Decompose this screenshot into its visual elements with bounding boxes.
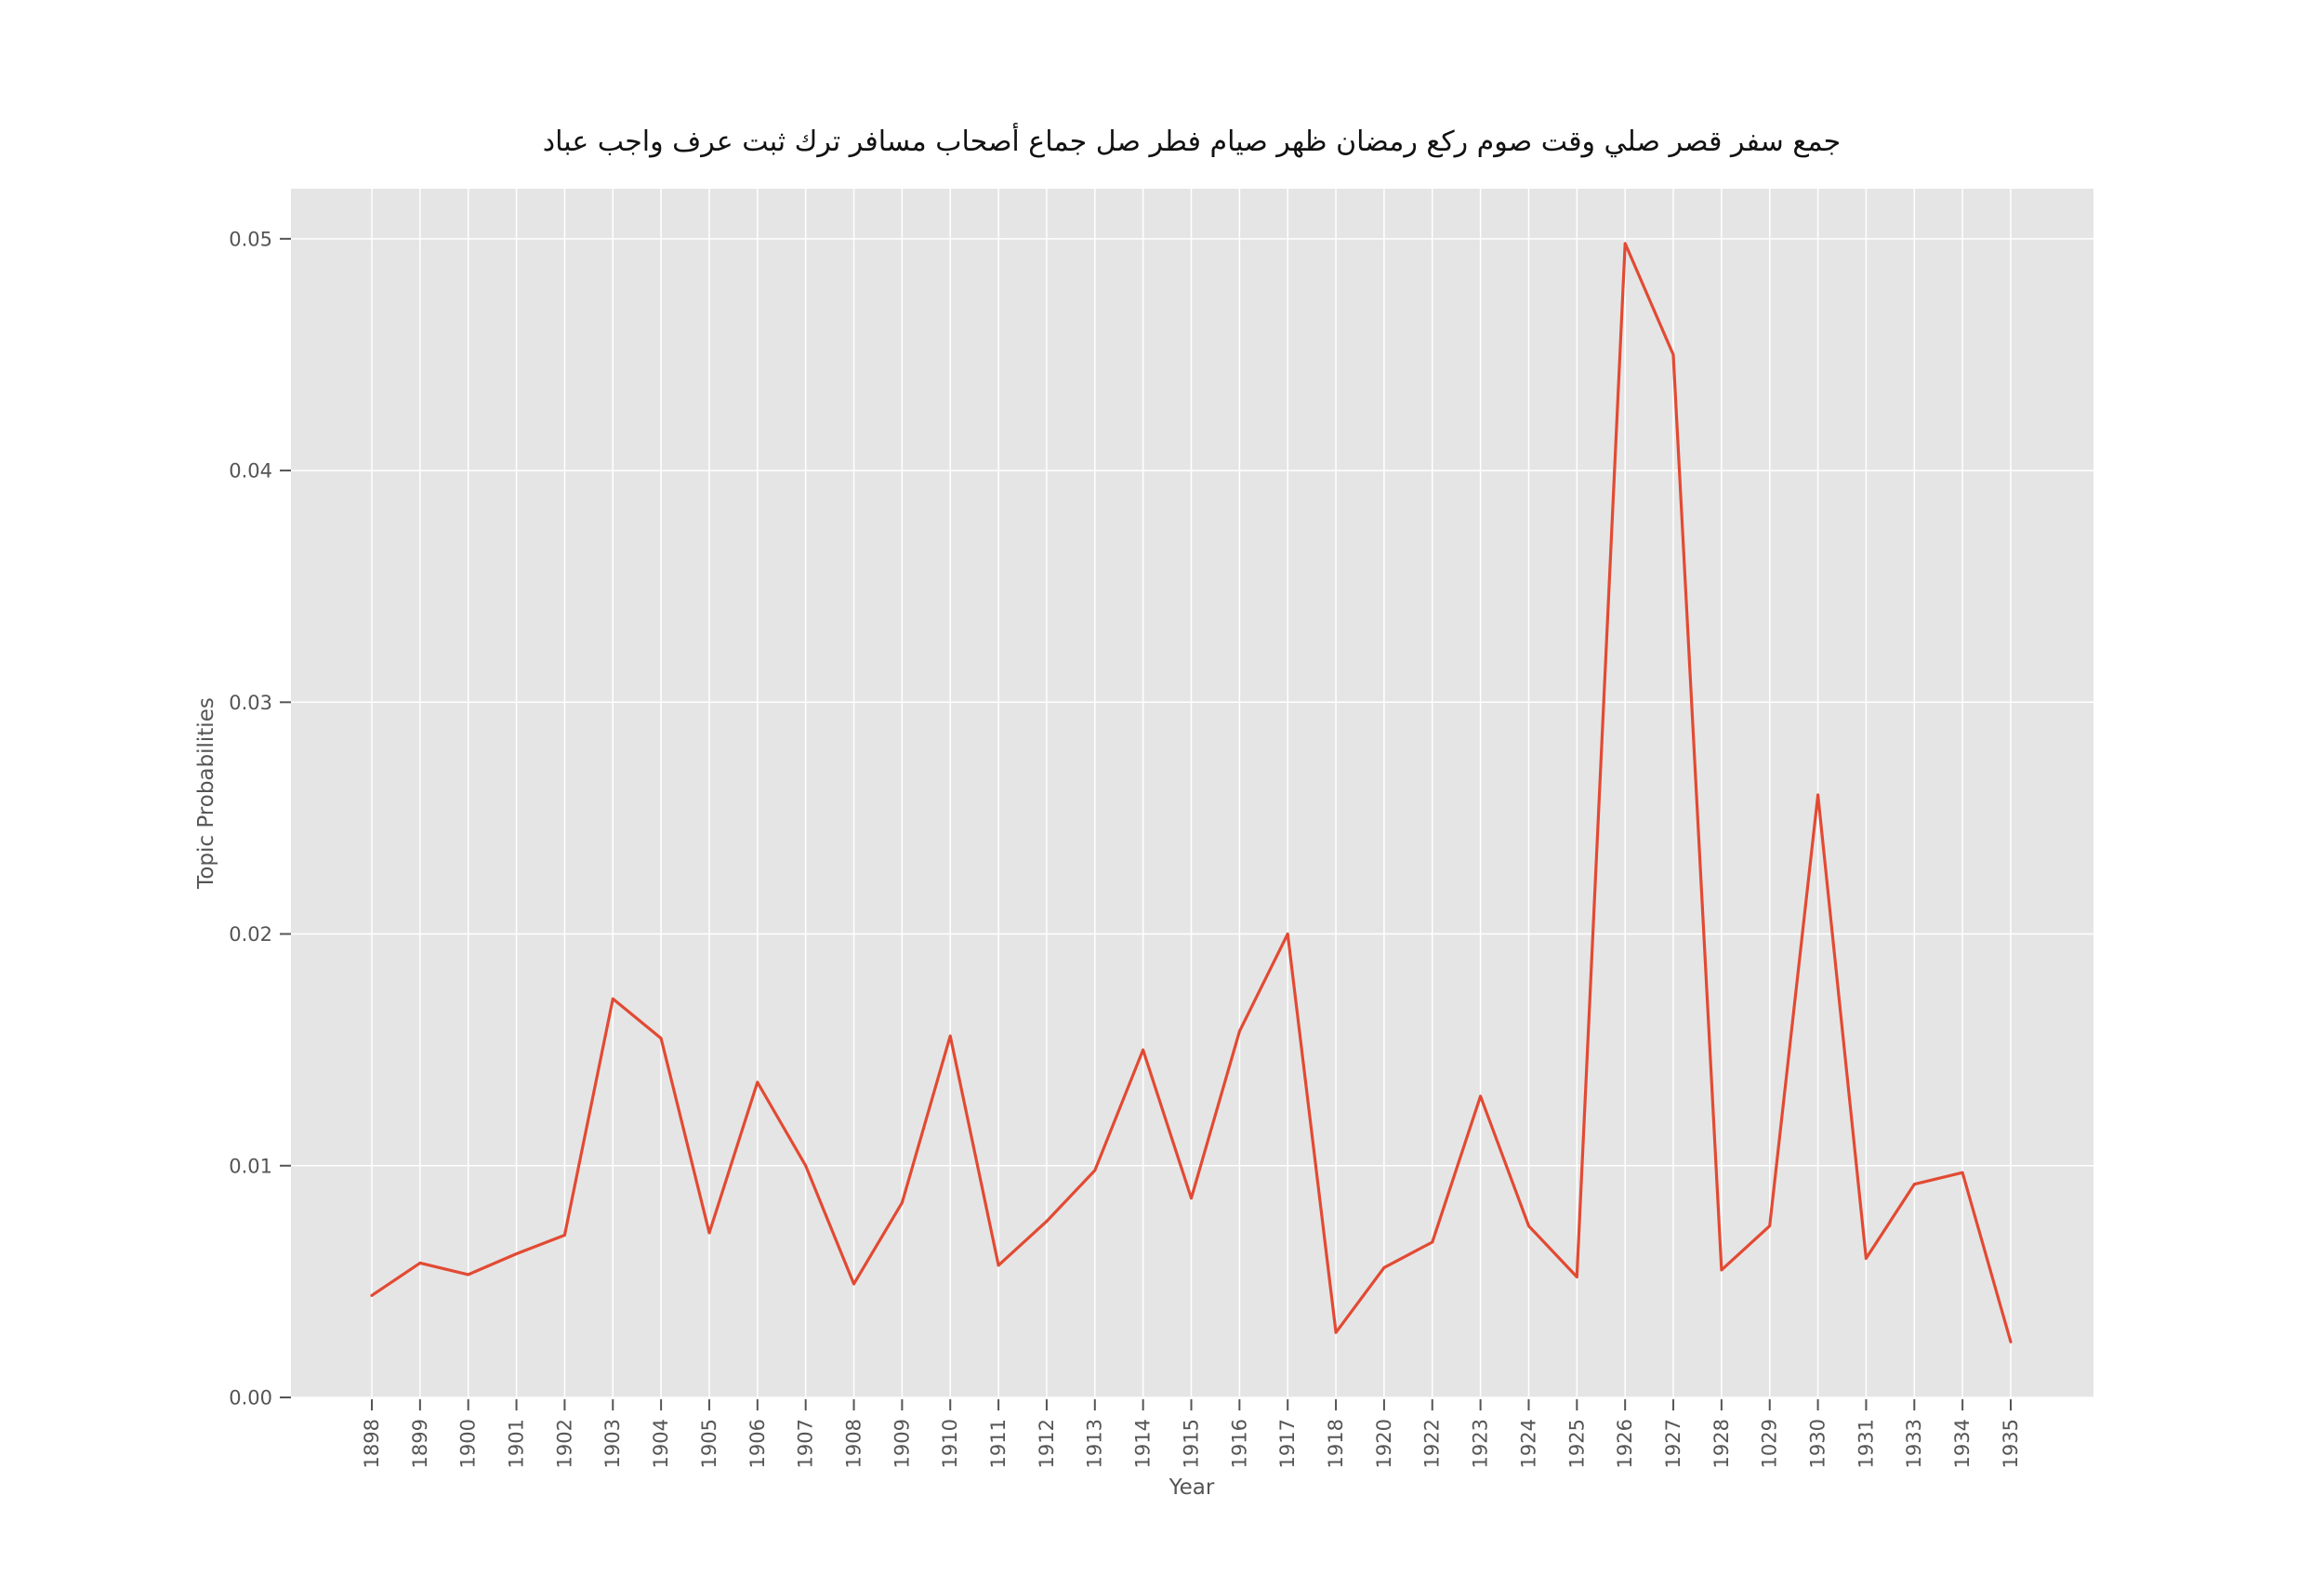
x-tick-label: 1905 (698, 1419, 720, 1468)
x-tick-label: 1933 (1903, 1419, 1925, 1468)
y-axis-label: Topic Probabilities (194, 697, 218, 890)
x-tick-label: 1900 (457, 1419, 480, 1468)
x-tick-label: 1901 (505, 1419, 527, 1468)
x-axis-label: Year (1169, 1476, 1215, 1500)
x-tick-label: 1898 (361, 1419, 383, 1468)
x-tick-label: 1911 (987, 1419, 1010, 1468)
y-tick-label: 0.00 (229, 1387, 272, 1410)
x-tick-label: 1926 (1614, 1419, 1636, 1468)
x-tick-label: 1910 (939, 1419, 961, 1468)
x-tick-label: 1928 (1710, 1419, 1733, 1468)
y-tick-label: 0.02 (229, 923, 272, 946)
x-tick-label: 1920 (1373, 1419, 1395, 1468)
x-tick-label: 1029 (1759, 1419, 1781, 1468)
x-tick-label: 1912 (1036, 1419, 1058, 1468)
x-tick-label: 1931 (1855, 1419, 1877, 1468)
data-line (370, 242, 2013, 1343)
x-tick-label: 1917 (1276, 1419, 1299, 1468)
x-tick-label: 1903 (601, 1419, 624, 1468)
x-tick-label: 1899 (409, 1419, 431, 1468)
x-tick-label: 1907 (795, 1419, 817, 1468)
x-tick-label: 1924 (1517, 1419, 1539, 1468)
x-tick-label: 1922 (1421, 1419, 1444, 1468)
x-tick-label: 1906 (746, 1419, 769, 1468)
tick-labels: 0.00 0.01 0.02 0.03 0.04 0.05 1898 1899 1900 1901… (229, 228, 2022, 1468)
x-tick-label: 1923 (1470, 1419, 1492, 1468)
y-tick-label: 0.03 (229, 692, 272, 714)
tick-marks (280, 237, 2012, 1410)
chart-title: جمع سفر قصر صلي وقت صوم ركع رمضان ظهر صي… (543, 122, 1841, 158)
x-tick-label: 1909 (891, 1419, 913, 1468)
y-tick-label: 0.04 (229, 460, 272, 483)
x-tick-label: 1925 (1565, 1419, 1588, 1468)
x-tick-label: 1914 (1132, 1419, 1155, 1468)
x-tick-label: 1915 (1180, 1419, 1202, 1468)
x-tick-label: 1934 (1951, 1419, 1974, 1468)
x-tick-label: 1918 (1325, 1419, 1347, 1468)
gridlines (291, 189, 2093, 1398)
x-tick-label: 1913 (1084, 1419, 1106, 1468)
x-tick-label: 1902 (553, 1419, 575, 1468)
plot-panel (291, 189, 2093, 1397)
x-tick-label: 1930 (1807, 1419, 1829, 1468)
x-tick-label: 1927 (1662, 1419, 1684, 1468)
x-tick-label: 1935 (2000, 1419, 2022, 1468)
y-tick-label: 0.01 (229, 1155, 272, 1177)
x-tick-label: 1908 (842, 1419, 865, 1468)
y-tick-label: 0.05 (229, 228, 272, 250)
x-tick-label: 1916 (1228, 1419, 1250, 1468)
x-tick-label: 1904 (650, 1419, 672, 1468)
